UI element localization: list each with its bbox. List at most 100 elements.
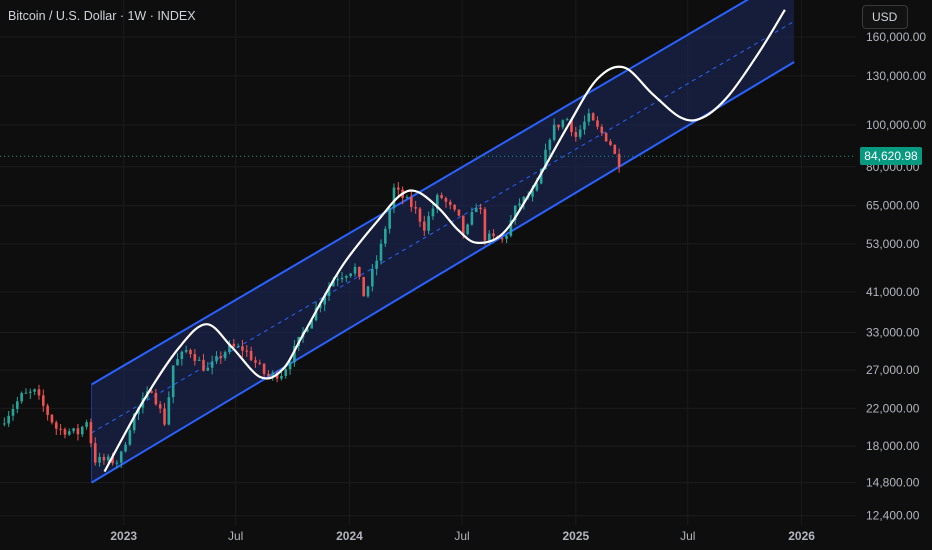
- candle-up: [210, 361, 214, 368]
- projection-curve: [103, 9, 786, 473]
- candle-down: [617, 153, 621, 167]
- candle-up: [583, 121, 586, 130]
- candle-up: [314, 307, 318, 321]
- candle-down: [600, 126, 604, 133]
- candle-up: [7, 415, 10, 424]
- candle-down: [422, 221, 426, 231]
- candle-up: [3, 423, 6, 425]
- candle-up: [106, 456, 110, 461]
- time-axis[interactable]: 2023 Jul 2024 Jul 2025 Jul 2026: [110, 529, 815, 543]
- y-tick-label: 65,000.00: [866, 199, 920, 213]
- candle-down: [154, 392, 158, 405]
- candle-up: [288, 362, 292, 370]
- y-tick-label: 160,000.00: [866, 30, 926, 44]
- y-tick-label: 12,400.00: [866, 509, 920, 523]
- price-axis[interactable]: 12,400.00 14,800.00 18,000.00 22,000.00 27,0…: [866, 30, 926, 523]
- candle-up: [310, 320, 314, 329]
- candle-down: [258, 362, 262, 364]
- candle-up: [323, 295, 327, 305]
- candle-up: [552, 124, 556, 140]
- candle-down: [609, 141, 612, 145]
- candle-up: [336, 279, 339, 281]
- x-tick-label: Jul: [228, 529, 243, 543]
- candle-up: [11, 408, 15, 416]
- candle-up: [431, 208, 435, 217]
- candle-up: [509, 220, 513, 236]
- candle-down: [249, 350, 253, 361]
- candle-down: [596, 120, 599, 127]
- candle-down: [570, 119, 573, 133]
- candle-down: [414, 207, 417, 209]
- candle-up: [33, 389, 36, 392]
- candle-up: [327, 286, 331, 296]
- candle-up: [16, 401, 19, 409]
- candle-down: [219, 356, 223, 359]
- candle-up: [176, 359, 179, 366]
- candle-up: [535, 183, 539, 191]
- candle-up: [466, 224, 469, 234]
- x-tick-label: 2026: [788, 529, 815, 543]
- candle-down: [241, 346, 244, 351]
- candle-up: [587, 113, 591, 122]
- y-tick-label: 41,000.00: [866, 285, 920, 299]
- candle-up: [98, 456, 101, 463]
- candle-down: [461, 215, 465, 234]
- candle-up: [345, 276, 348, 278]
- chart-title: Bitcoin / U.S. Dollar · 1W · INDEX: [8, 9, 196, 23]
- candle-up: [293, 345, 296, 363]
- channel-fill: [91, 0, 795, 483]
- candle-up: [340, 277, 344, 280]
- candle-up: [124, 444, 127, 452]
- candle-up: [24, 392, 28, 394]
- x-tick-label: Jul: [454, 529, 469, 543]
- candle-up: [513, 205, 517, 221]
- candle-down: [232, 343, 236, 347]
- candle-up: [375, 260, 378, 269]
- candle-down: [102, 456, 106, 461]
- candle-up: [405, 197, 409, 199]
- projection-path: [103, 9, 786, 473]
- currency-button[interactable]: USD: [862, 5, 908, 29]
- candle-down: [362, 276, 365, 297]
- candle-up: [353, 266, 357, 274]
- candle-up: [72, 428, 75, 432]
- candle-up: [474, 207, 478, 213]
- regression-channel: [91, 0, 795, 484]
- y-tick-label: 22,000.00: [866, 401, 920, 415]
- candle-up: [427, 216, 430, 231]
- candle-up: [531, 190, 534, 197]
- y-tick-label: 53,000.00: [866, 237, 920, 251]
- candle-up: [384, 228, 387, 244]
- candle-up: [171, 365, 175, 398]
- candle-down: [557, 124, 560, 128]
- candle-down: [37, 389, 41, 396]
- candle-down: [63, 429, 67, 435]
- candle-down: [202, 359, 205, 371]
- candle-down: [54, 422, 58, 429]
- candle-up: [371, 268, 374, 287]
- candle-down: [254, 360, 257, 363]
- candle-down: [604, 132, 608, 142]
- candle-down: [262, 363, 266, 374]
- candle-up: [20, 393, 23, 402]
- candle-down: [89, 422, 93, 444]
- x-tick-label: Jul: [680, 529, 695, 543]
- candle-up: [518, 203, 521, 206]
- candle-down: [440, 195, 443, 199]
- y-tick-label: 100,000.00: [866, 118, 926, 132]
- x-tick-label: 2024: [336, 529, 363, 543]
- candle-down: [492, 233, 495, 236]
- last-price-tag: 84,620.98: [860, 147, 922, 166]
- candle-down: [41, 395, 45, 406]
- y-tick-label: 33,000.00: [866, 326, 920, 340]
- candle-down: [500, 238, 504, 240]
- candle-down: [613, 144, 617, 154]
- candle-up: [184, 349, 188, 352]
- candle-down: [193, 354, 197, 361]
- candle-down: [457, 209, 461, 216]
- candle-down: [50, 414, 54, 423]
- candle-down: [76, 428, 80, 435]
- y-tick-label: 18,000.00: [866, 439, 920, 453]
- candle-up: [544, 149, 547, 170]
